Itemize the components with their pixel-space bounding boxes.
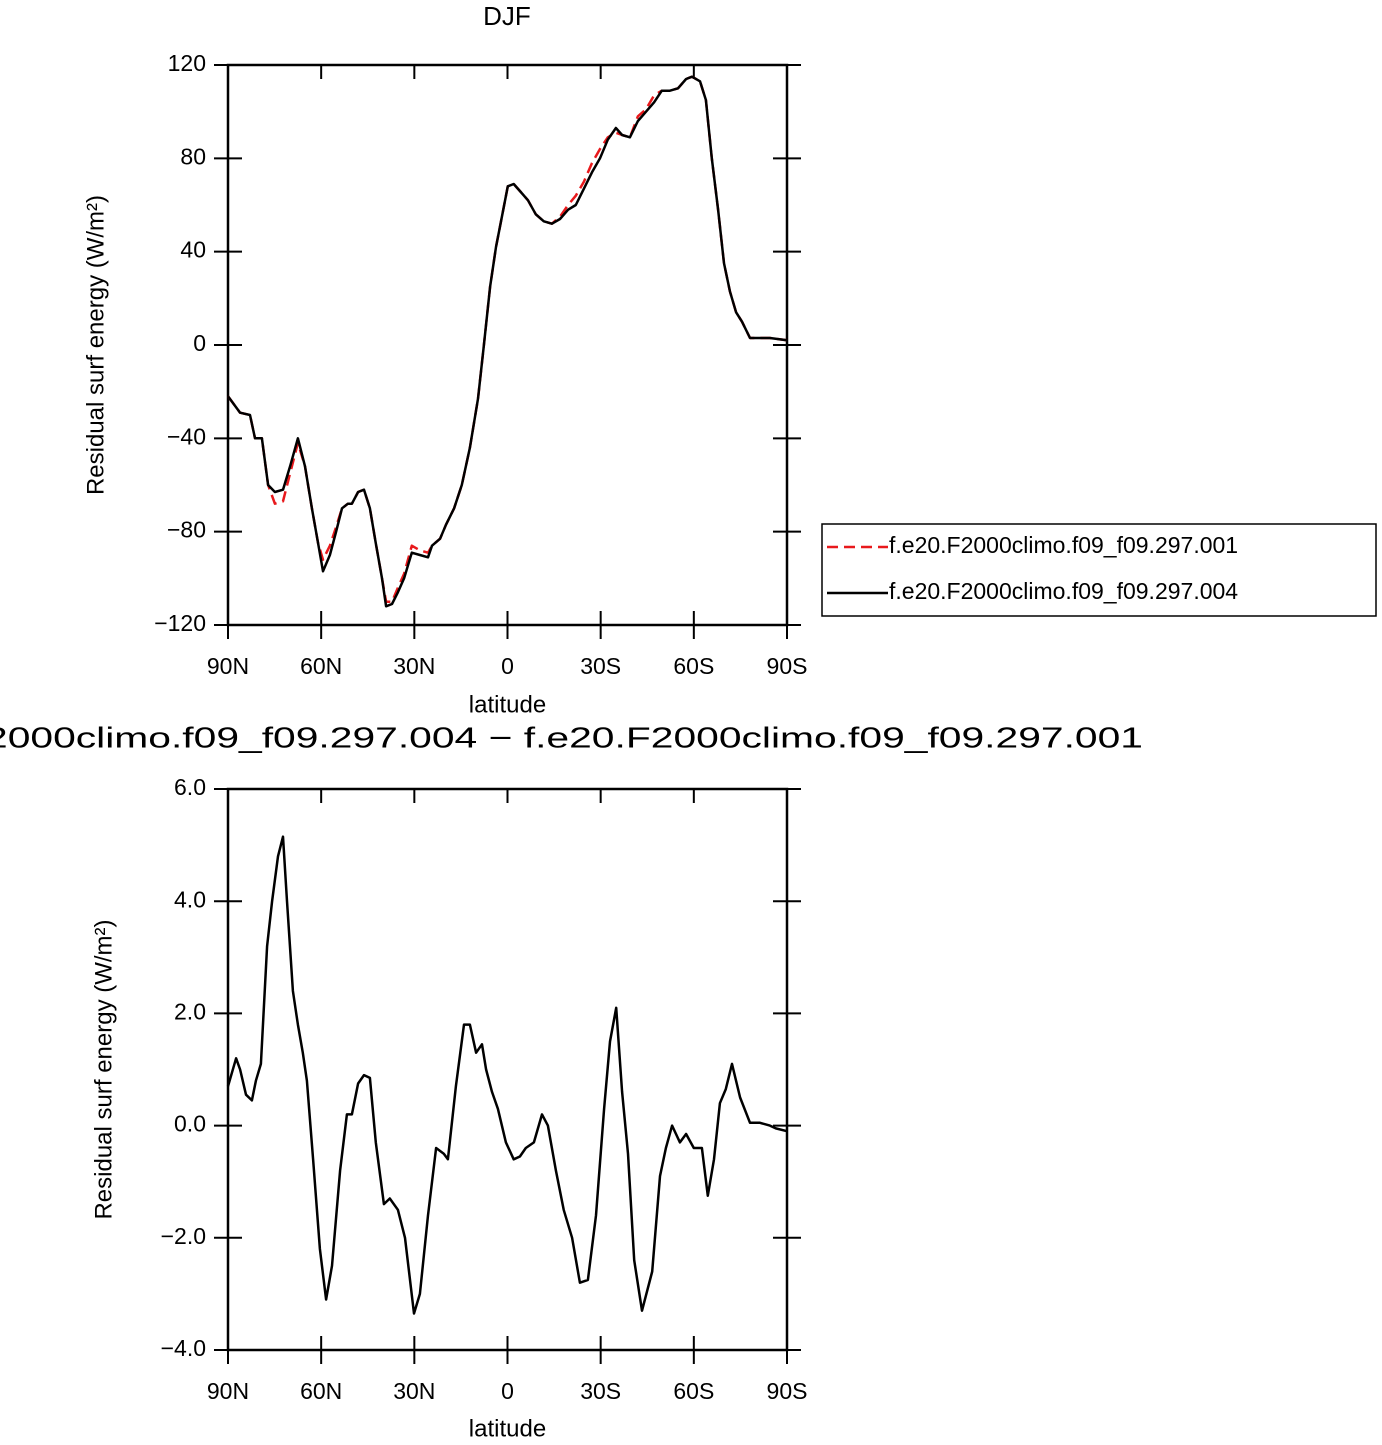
x-tick-label: 60S (673, 1378, 714, 1404)
y-tick-label: 80 (180, 143, 206, 169)
x-tick-label: 30N (393, 1378, 435, 1404)
x-tick-label: 60N (300, 1378, 342, 1404)
chart-title: DJF (483, 1, 531, 31)
x-tick-label: 30S (580, 653, 621, 679)
y-tick-label: 0 (193, 330, 206, 356)
legend-label: f.e20.F2000climo.f09_f09.297.004 (889, 578, 1238, 604)
x-tick-label: 30N (393, 653, 435, 679)
y-tick-label: −80 (167, 517, 206, 543)
y-tick-label: 4.0 (174, 886, 206, 912)
y-tick-label: 6.0 (174, 774, 206, 800)
x-tick-label: 90N (207, 653, 249, 679)
y-tick-label: 120 (168, 50, 206, 76)
x-tick-label: 0 (501, 653, 514, 679)
chart-title: f.e20.F2000climo.f09_f09.297.004 − f.e20… (0, 723, 1143, 755)
panel: f.e20.F2000climo.f09_f09.297.004 − f.e20… (0, 723, 1143, 1443)
x-tick-label: 90N (207, 1378, 249, 1404)
panel: DJF latitude Residual surf energy (W/m²) 90… (82, 1, 1377, 718)
legend-label: f.e20.F2000climo.f09_f09.297.001 (889, 532, 1238, 558)
x-tick-label: 90S (767, 1378, 808, 1404)
y-tick-label: −40 (167, 423, 206, 449)
series-line (226, 75, 788, 603)
x-tick-label: 30S (580, 1378, 621, 1404)
series-line (226, 75, 788, 608)
series-line (226, 835, 788, 1315)
y-axis-label: Residual surf energy (W/m²) (82, 195, 109, 495)
y-tick-label: 0.0 (174, 1111, 206, 1137)
x-tick-label: 90S (767, 653, 808, 679)
plot-frame (226, 787, 789, 1352)
legend-box (821, 523, 1377, 617)
y-tick-label: −120 (154, 610, 206, 636)
y-tick-label: −2.0 (161, 1223, 206, 1249)
x-tick-label: 0 (501, 1378, 514, 1404)
y-tick-label: 40 (180, 237, 206, 263)
x-axis-label: latitude (469, 1415, 546, 1442)
y-tick-label: 2.0 (174, 998, 206, 1024)
plot-frame (226, 63, 789, 627)
y-tick-label: −4.0 (161, 1335, 206, 1361)
x-axis-label: latitude (469, 691, 546, 718)
x-tick-label: 60S (673, 653, 714, 679)
y-axis-label: Residual surf energy (W/m²) (90, 919, 117, 1219)
x-tick-label: 60N (300, 653, 342, 679)
